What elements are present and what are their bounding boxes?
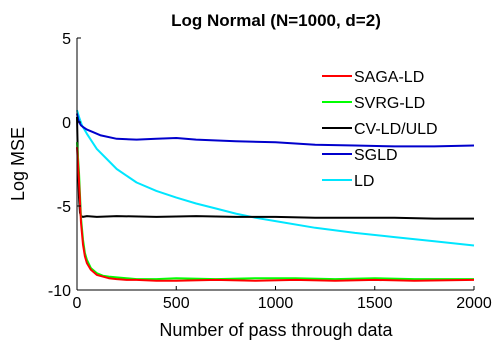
legend: SAGA-LD SVRG-LD CV-LD/ULD SGLD LD: [322, 69, 438, 190]
y-tick-label: -5: [57, 199, 71, 216]
legend-label: CV-LD/ULD: [354, 121, 438, 138]
series-line-sgld: [76, 113, 475, 148]
y-tick-label: 0: [62, 115, 71, 132]
x-axis-label: Number of pass through data: [159, 320, 393, 340]
legend-label: SAGA-LD: [354, 69, 424, 86]
chart-title: Log Normal (N=1000, d=2): [171, 11, 381, 30]
plot-area: 0 500 1000 1500 2000 5 0 -5 -10: [48, 31, 492, 312]
legend-label: LD: [354, 173, 374, 190]
x-ticks: 0 500 1000 1500 2000: [73, 286, 492, 312]
legend-label: SGLD: [354, 147, 398, 164]
series-line-saga-ld: [76, 147, 475, 282]
series-line-ld: [76, 109, 475, 247]
x-tick-label: 2000: [456, 295, 492, 312]
legend-label: SVRG-LD: [354, 95, 425, 112]
y-tick-label: 5: [62, 31, 71, 48]
y-ticks: 5 0 -5 -10: [48, 31, 81, 300]
x-tick-label: 500: [163, 295, 190, 312]
x-tick-label: 1500: [357, 295, 393, 312]
x-tick-label: 0: [73, 295, 82, 312]
y-axis-label: Log MSE: [8, 127, 28, 201]
y-tick-label: -10: [48, 283, 71, 300]
x-tick-label: 1000: [258, 295, 294, 312]
series-layer: [76, 109, 475, 282]
